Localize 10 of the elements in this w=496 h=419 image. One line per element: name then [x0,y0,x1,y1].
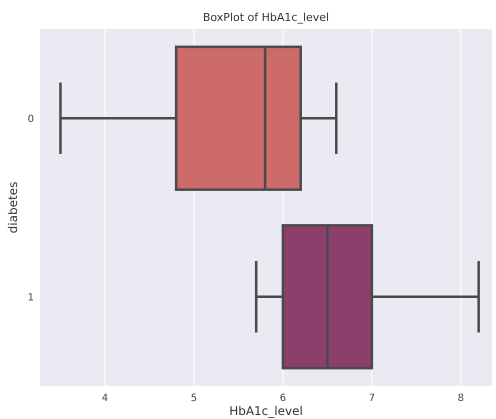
y-tick-label: 0 [28,114,34,125]
x-tick-label: 7 [368,393,376,404]
x-axis-title: HbA1c_level [229,404,303,418]
x-tick-label: 5 [190,393,198,404]
chart-title: BoxPlot of HbA1c_level [202,11,330,24]
x-tick-label: 8 [458,393,464,404]
y-tick-label: 1 [28,292,34,304]
y-axis-title: diabetes [6,182,20,234]
x-tick-label: 6 [280,393,286,404]
x-tick-label: 4 [102,393,108,404]
